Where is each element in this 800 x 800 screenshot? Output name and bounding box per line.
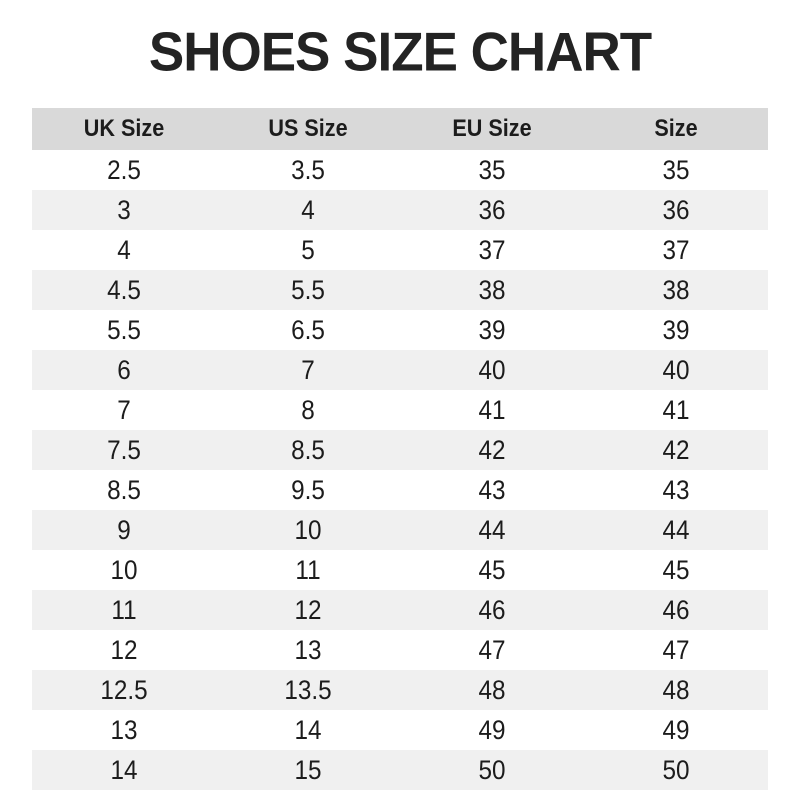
table-cell: 10: [110, 554, 138, 585]
table-row: 14 15 50 50: [32, 750, 768, 790]
table-row: 4 5 37 37: [32, 230, 768, 270]
table-cell: 50: [478, 754, 506, 785]
table-row: 13 14 49 49: [32, 710, 768, 750]
table-cell: 14: [294, 714, 322, 745]
table-cell: 45: [478, 554, 506, 585]
table-cell: 40: [662, 354, 690, 385]
table-cell: 12: [110, 634, 138, 665]
table-cell: 48: [478, 674, 506, 705]
table-cell: 11: [111, 594, 137, 625]
table-row: 5.5 6.5 39 39: [32, 310, 768, 350]
table-cell: 36: [662, 194, 690, 225]
table-cell: 35: [478, 154, 506, 185]
table-row: 3 4 36 36: [32, 190, 768, 230]
table-row: 8.5 9.5 43 43: [32, 470, 768, 510]
table-cell: 8: [301, 394, 315, 425]
table-row: 10 11 45 45: [32, 550, 768, 590]
table-row: 4.5 5.5 38 38: [32, 270, 768, 310]
size-chart-table: UK Size US Size EU Size Size 2.5 3.5 35 35 3 4 36…: [32, 108, 768, 790]
table-cell: 6.5: [291, 314, 325, 345]
table-cell: 8.5: [291, 434, 325, 465]
table-cell: 12: [294, 594, 322, 625]
table-cell: 46: [478, 594, 506, 625]
table-cell: 42: [662, 434, 690, 465]
table-row: 12 13 47 47: [32, 630, 768, 670]
column-header-eu-size: EU Size: [452, 115, 532, 142]
table-cell: 11: [295, 554, 321, 585]
table-cell: 42: [478, 434, 506, 465]
table-row: 9 10 44 44: [32, 510, 768, 550]
table-cell: 12.5: [100, 674, 148, 705]
column-header-uk-size: UK Size: [83, 115, 165, 142]
table-cell: 40: [478, 354, 506, 385]
table-cell: 5.5: [291, 274, 325, 305]
table-cell: 13.5: [284, 674, 332, 705]
table-cell: 7.5: [107, 434, 141, 465]
table-cell: 7: [301, 354, 315, 385]
table-cell: 2.5: [107, 154, 141, 185]
table-row: 12.5 13.5 48 48: [32, 670, 768, 710]
column-header-us-size: US Size: [268, 115, 348, 142]
table-cell: 37: [662, 234, 690, 265]
table-row: 7 8 41 41: [32, 390, 768, 430]
table-cell: 5: [301, 234, 315, 265]
table-cell: 41: [662, 394, 690, 425]
table-cell: 45: [662, 554, 690, 585]
table-header-row: UK Size US Size EU Size Size: [32, 108, 768, 150]
table-cell: 47: [478, 634, 506, 665]
table-cell: 10: [294, 514, 322, 545]
table-cell: 49: [478, 714, 506, 745]
table-cell: 35: [662, 154, 690, 185]
table-cell: 49: [662, 714, 690, 745]
table-cell: 48: [662, 674, 690, 705]
table-cell: 50: [662, 754, 690, 785]
table-cell: 44: [478, 514, 506, 545]
table-cell: 13: [110, 714, 138, 745]
table-cell: 7: [117, 394, 131, 425]
table-cell: 43: [662, 474, 690, 505]
table-row: 6 7 40 40: [32, 350, 768, 390]
table-row: 11 12 46 46: [32, 590, 768, 630]
table-cell: 4: [301, 194, 315, 225]
table-cell: 9: [117, 514, 131, 545]
table-cell: 46: [662, 594, 690, 625]
table-row: 2.5 3.5 35 35: [32, 150, 768, 190]
table-cell: 3: [117, 194, 131, 225]
table-cell: 44: [662, 514, 690, 545]
table-cell: 37: [478, 234, 506, 265]
table-cell: 14: [110, 754, 138, 785]
table-cell: 15: [294, 754, 322, 785]
table-cell: 43: [478, 474, 506, 505]
table-cell: 39: [662, 314, 690, 345]
table-cell: 4: [117, 234, 131, 265]
table-cell: 3.5: [291, 154, 325, 185]
table-body: 2.5 3.5 35 35 3 4 36 36 4 5 37 37 4.5 5.5 38 38 5.5 6.5 39…: [32, 150, 768, 790]
page-title: SHOES SIZE CHART: [148, 21, 652, 84]
table-cell: 38: [478, 274, 506, 305]
table-cell: 41: [478, 394, 506, 425]
table-cell: 4.5: [107, 274, 141, 305]
column-header-size: Size: [654, 115, 698, 142]
table-cell: 8.5: [107, 474, 141, 505]
table-cell: 6: [117, 354, 131, 385]
table-cell: 13: [294, 634, 322, 665]
table-cell: 36: [478, 194, 506, 225]
table-cell: 38: [662, 274, 690, 305]
table-row: 7.5 8.5 42 42: [32, 430, 768, 470]
table-cell: 5.5: [107, 314, 141, 345]
table-cell: 47: [662, 634, 690, 665]
table-cell: 9.5: [291, 474, 325, 505]
table-cell: 39: [478, 314, 506, 345]
